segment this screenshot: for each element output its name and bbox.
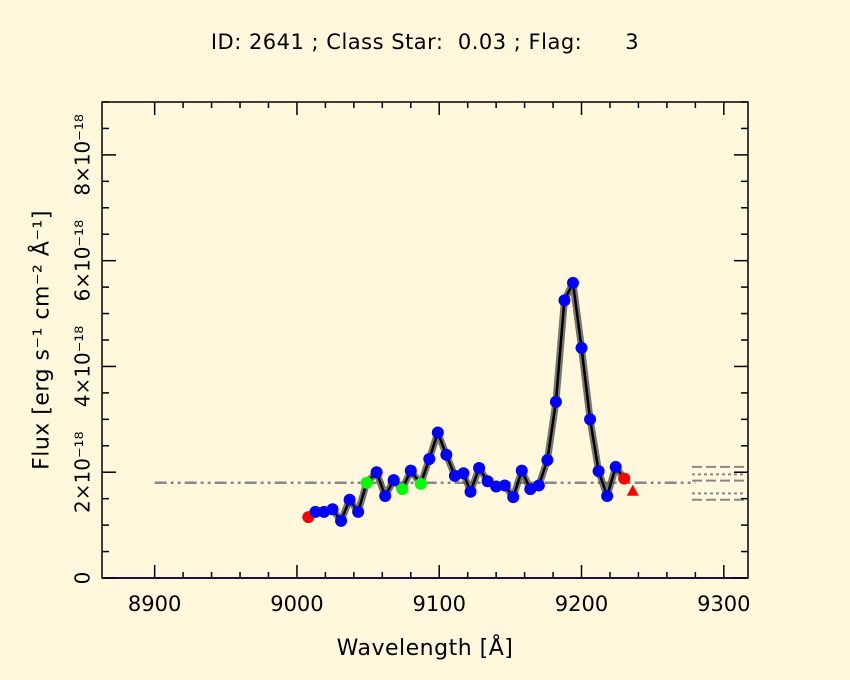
data-point bbox=[549, 395, 562, 408]
x-tick-label: 9300 bbox=[697, 592, 750, 616]
x-axis-label: Wavelength [Å] bbox=[336, 636, 514, 661]
data-point bbox=[423, 453, 436, 465]
data-point bbox=[498, 479, 511, 492]
y-tick-label: 6×10⁻¹⁸ bbox=[71, 220, 95, 302]
data-point bbox=[566, 276, 579, 289]
data-point bbox=[370, 466, 383, 479]
x-tick-label: 9100 bbox=[413, 592, 466, 616]
y-axis-label: Flux [erg s⁻¹ cm⁻² Å⁻¹] bbox=[29, 210, 55, 470]
data-point bbox=[464, 485, 477, 498]
data-point bbox=[379, 490, 392, 503]
data-point bbox=[343, 493, 356, 506]
data-point bbox=[352, 505, 365, 518]
data-point bbox=[601, 490, 614, 503]
x-tick-label: 9200 bbox=[555, 592, 608, 616]
data-point bbox=[360, 476, 373, 489]
end-marker bbox=[626, 484, 639, 496]
data-point bbox=[532, 479, 545, 492]
data-point bbox=[335, 514, 348, 527]
x-tick-label: 8900 bbox=[128, 592, 181, 616]
y-tick-label: 0 bbox=[71, 572, 95, 585]
x-tick-label: 9000 bbox=[270, 592, 323, 616]
data-point bbox=[387, 474, 400, 487]
y-tick-label: 8×10⁻¹⁸ bbox=[71, 114, 95, 196]
chart-title: ID: 2641 ; Class Star: 0.03 ; Flag: 3 bbox=[210, 30, 640, 54]
data-point bbox=[404, 464, 417, 477]
data-point bbox=[609, 460, 622, 473]
data-point bbox=[541, 454, 554, 467]
data-point bbox=[326, 503, 339, 516]
data-point bbox=[457, 467, 470, 480]
y-tick-label: 2×10⁻¹⁸ bbox=[71, 431, 95, 513]
y-tick-label: 4×10⁻¹⁸ bbox=[71, 326, 95, 408]
data-point bbox=[396, 483, 409, 496]
data-point bbox=[592, 465, 605, 478]
data-point bbox=[618, 472, 631, 485]
data-point bbox=[309, 505, 322, 518]
data-point bbox=[575, 341, 588, 354]
data-point bbox=[515, 464, 528, 477]
data-point bbox=[440, 448, 453, 461]
data-point bbox=[414, 477, 427, 490]
data-point bbox=[558, 294, 571, 307]
data-point bbox=[584, 413, 597, 426]
data-point bbox=[507, 491, 520, 504]
plot-frame bbox=[101, 101, 749, 579]
data-point bbox=[473, 461, 486, 474]
data-point bbox=[431, 426, 444, 439]
